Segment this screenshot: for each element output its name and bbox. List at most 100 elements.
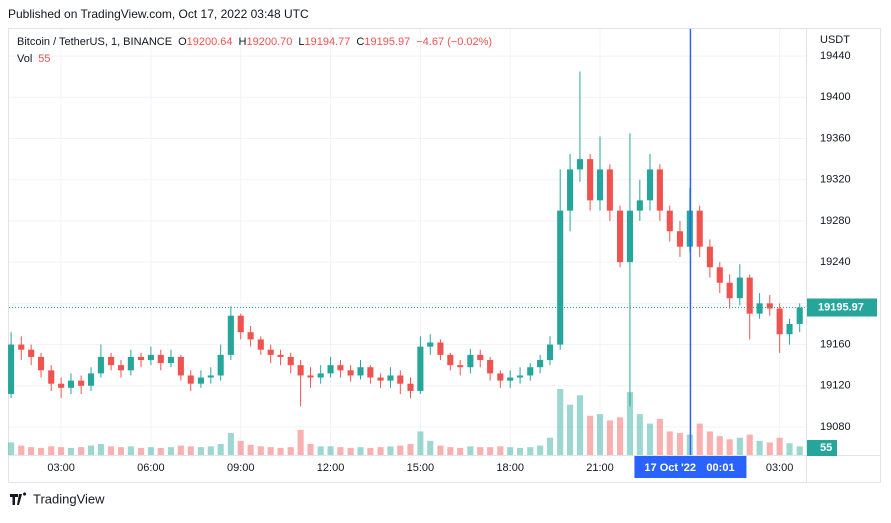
volume-bar xyxy=(217,444,224,455)
volume-bar xyxy=(567,404,574,455)
x-tick-label: 21:00 xyxy=(586,462,614,474)
candle-body xyxy=(137,356,145,361)
x-tick-label: 15:00 xyxy=(407,462,435,474)
ohlc-value: 19200.64 xyxy=(187,36,233,48)
volume-bar xyxy=(676,433,684,455)
candle-body xyxy=(596,169,604,201)
volume-bar xyxy=(28,447,35,455)
volume-bar xyxy=(8,442,15,455)
ohlc-key: L xyxy=(298,36,304,48)
volume-bar xyxy=(517,447,524,455)
volume-bar xyxy=(78,447,85,455)
candle-body xyxy=(117,365,125,371)
ohlc-key: O xyxy=(178,36,187,48)
candle-body xyxy=(557,210,564,345)
volume-bar xyxy=(297,429,304,455)
volume-bar xyxy=(437,445,444,455)
candle-body xyxy=(48,370,55,384)
candle-body xyxy=(626,210,634,263)
candle-body xyxy=(397,375,404,384)
last-volume-box xyxy=(807,440,837,456)
volume-bar xyxy=(347,447,354,455)
candle-body xyxy=(606,169,613,211)
volume-bar xyxy=(746,434,753,455)
volume-bar xyxy=(18,445,25,455)
volume-bar xyxy=(67,447,75,455)
volume-bar xyxy=(137,447,145,455)
frame xyxy=(8,28,881,483)
candle-body xyxy=(287,356,294,366)
last-price-label: 19195.97 xyxy=(818,301,864,313)
candle-body xyxy=(467,354,474,368)
candle-body xyxy=(497,373,504,381)
volume-bar xyxy=(497,446,504,455)
volume-bar xyxy=(177,445,184,455)
volume-bar xyxy=(786,443,793,455)
crosshair-date: 17 Oct '22 xyxy=(644,462,696,474)
candle-body xyxy=(337,365,344,371)
volume-bar xyxy=(108,446,115,455)
candle-body xyxy=(527,367,534,376)
candle-body xyxy=(8,344,15,395)
volume-bar xyxy=(287,447,294,455)
candle-body xyxy=(237,315,244,333)
candle-body xyxy=(78,380,85,386)
volume-bar xyxy=(147,447,154,455)
crosshair-time: 00:01 xyxy=(706,462,734,474)
volume-bar xyxy=(397,445,404,455)
candle-body xyxy=(257,339,264,350)
volume-bar xyxy=(706,431,713,455)
candle-body xyxy=(517,375,524,378)
volume-bar xyxy=(58,447,65,455)
candle-body xyxy=(327,365,334,374)
volume-bar xyxy=(736,437,743,455)
volume-bar xyxy=(417,431,424,455)
x-tick-label: 12:00 xyxy=(317,462,345,474)
volume-bar xyxy=(507,447,514,455)
candle-body xyxy=(307,375,314,378)
candle-body xyxy=(357,367,364,376)
volume-bar xyxy=(167,447,175,455)
candle-body xyxy=(147,354,154,361)
volume-bar xyxy=(457,447,464,455)
candle-body xyxy=(387,375,394,381)
candle-body xyxy=(756,303,763,314)
candle-body xyxy=(217,354,224,376)
volume-bar xyxy=(127,446,134,455)
volume-value: 55 xyxy=(38,53,50,65)
volume-bar xyxy=(227,433,234,455)
volume-bar xyxy=(546,437,554,455)
volume-bar xyxy=(587,415,594,455)
candle-body xyxy=(297,365,304,376)
volume-bar xyxy=(576,395,584,455)
candle-body xyxy=(67,380,75,388)
volume-bar xyxy=(187,446,194,455)
volume-bar xyxy=(237,440,244,455)
volume-bar xyxy=(477,447,484,455)
volume-bar xyxy=(277,447,284,455)
volume-bar xyxy=(267,447,274,455)
crosshair-box xyxy=(634,456,747,478)
volume-bar xyxy=(666,431,673,455)
candle-body xyxy=(766,303,773,309)
volume-bar xyxy=(796,446,803,455)
volume-bar xyxy=(117,447,125,455)
volume-bar xyxy=(626,392,634,455)
ohlc-key: H xyxy=(239,36,247,48)
volume-bar xyxy=(367,447,374,455)
x-tick-label: 03:00 xyxy=(47,462,75,474)
y-tick-label: 19120 xyxy=(820,380,851,392)
y-tick-label: 19440 xyxy=(820,50,851,62)
candle-body xyxy=(267,349,274,355)
candle-body xyxy=(247,332,254,340)
candle-body xyxy=(706,246,713,268)
volume-bar xyxy=(726,439,733,455)
candle-body xyxy=(167,356,175,364)
candle-body xyxy=(666,210,673,232)
candle-body xyxy=(197,377,204,384)
candle-body xyxy=(716,267,723,283)
candle-body xyxy=(377,377,384,381)
volume-bar xyxy=(337,447,344,455)
candle-body xyxy=(546,344,554,361)
